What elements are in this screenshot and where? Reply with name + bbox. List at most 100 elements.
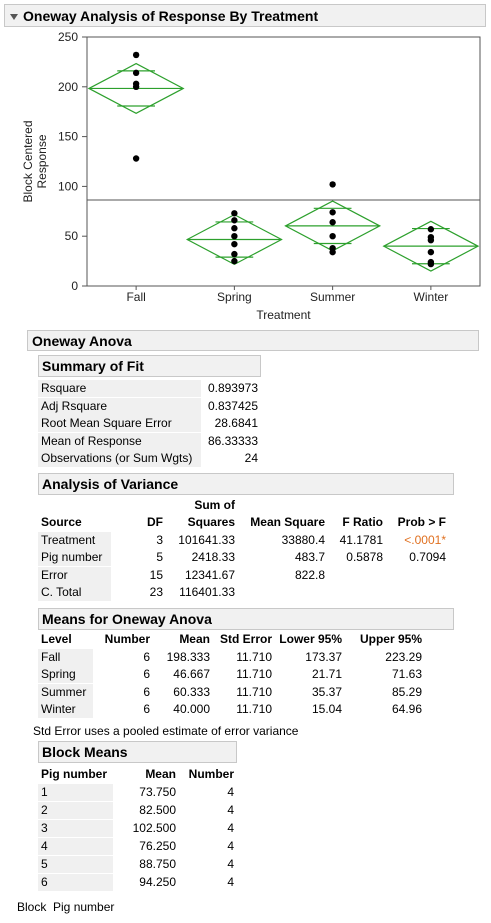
- std-error-note: Std Error uses a pooled estimate of erro…: [33, 724, 299, 738]
- data-point: [329, 219, 336, 226]
- x-axis-label: Treatment: [256, 308, 311, 322]
- data-point: [132, 51, 140, 59]
- y-tick-label: 250: [58, 30, 78, 44]
- aov-value: <.0001*: [404, 533, 446, 547]
- aov-column-header: F Ratio: [342, 515, 383, 529]
- means-value: 60.333: [173, 684, 210, 699]
- data-point: [329, 181, 336, 188]
- aov-source: Error: [38, 566, 111, 584]
- block-pig-number: 5: [38, 856, 113, 873]
- x-tick-label: Summer: [310, 290, 355, 304]
- means-value: 223.29: [385, 650, 422, 664]
- block-value: 4: [227, 803, 234, 817]
- aov-value: 0.7094: [409, 550, 446, 565]
- aov-value: 12341.67: [184, 567, 235, 582]
- means-value: 15.04: [311, 701, 342, 716]
- aov-value: 822.8: [294, 567, 325, 582]
- y-tick-label: 50: [65, 229, 79, 243]
- aov-value: 5: [156, 550, 163, 565]
- means-value: 6: [143, 650, 150, 664]
- data-point: [427, 236, 435, 244]
- oneway-analysis-header[interactable]: Oneway Analysis of Response By Treatment: [4, 4, 486, 27]
- oneway-anova-title: Oneway Anova: [32, 333, 132, 349]
- means-value: 11.710: [236, 684, 272, 699]
- data-point: [231, 233, 238, 240]
- data-point: [427, 260, 435, 268]
- aov-source: C. Total: [38, 583, 111, 601]
- block-value: 4: [227, 875, 234, 889]
- oneway-chart: 0 50 100 150 200 250 Fall Spring Summer Winter Tre…: [21, 30, 481, 322]
- aov-source: Pig number: [38, 549, 111, 567]
- summary-value: 86.33333: [207, 433, 258, 448]
- summary-label: Mean of Response: [38, 432, 201, 450]
- aov-header-top: Sum of: [194, 498, 235, 512]
- means-value: 40.000: [173, 701, 210, 716]
- means-level: Winter: [38, 700, 93, 718]
- means-column-header: Lower 95%: [279, 632, 342, 646]
- means-value: 35.37: [311, 684, 342, 699]
- aov-value: 483.7: [294, 550, 325, 565]
- data-point: [231, 240, 238, 248]
- means-value: 6: [143, 667, 150, 682]
- block-value: 4: [227, 785, 234, 799]
- block-pig-number: 3: [38, 820, 113, 837]
- summary-label: Adj Rsquare: [38, 397, 201, 415]
- data-point: [427, 248, 435, 256]
- block-value: 73.750: [139, 785, 176, 799]
- means-value: 11.710: [236, 667, 272, 682]
- data-point: [329, 248, 336, 256]
- means-header[interactable]: Means for Oneway Anova: [38, 608, 454, 630]
- aov-value: 15: [149, 567, 163, 582]
- y-tick-label: 200: [58, 80, 78, 94]
- block-pig-number: 4: [38, 838, 113, 855]
- means-level: Fall: [38, 649, 93, 666]
- summary-label: Observations (or Sum Wgts): [38, 450, 201, 467]
- block-column-header: Mean: [145, 767, 176, 781]
- summary-value: 24: [244, 451, 258, 465]
- disclosure-triangle-icon[interactable]: [10, 14, 18, 21]
- data-point: [132, 69, 140, 77]
- means-value: 6: [143, 701, 150, 716]
- block-column-header: Pig number: [41, 767, 108, 781]
- summary-label: Root Mean Square Error: [38, 415, 201, 432]
- aov-column-header: DF: [147, 515, 163, 529]
- means-value: 11.710: [236, 701, 272, 716]
- data-point: [427, 226, 435, 233]
- aov-value: 33880.4: [281, 533, 325, 547]
- summary-label: Rsquare: [38, 380, 201, 397]
- means-level: Spring: [38, 666, 93, 684]
- block-value: 76.250: [139, 839, 176, 853]
- analysis-of-variance-header[interactable]: Analysis of Variance: [38, 473, 454, 495]
- oneway-anova-header[interactable]: Oneway Anova: [27, 330, 479, 351]
- block-pig-number: 2: [38, 802, 113, 819]
- plot-title: Oneway Analysis of Response By Treatment: [23, 8, 319, 24]
- data-point: [132, 83, 140, 90]
- y-tick-label: 0: [71, 279, 78, 293]
- aov-value: 101641.33: [178, 533, 235, 547]
- block-value: 4: [227, 821, 234, 835]
- summary-value: 28.6841: [214, 416, 258, 430]
- means-value: 6: [143, 684, 150, 699]
- data-point: [231, 250, 238, 258]
- means-value: 173.37: [305, 650, 342, 664]
- aov-value: 41.1781: [339, 533, 383, 547]
- means-level: Summer: [38, 683, 93, 701]
- data-point: [231, 257, 238, 265]
- block-means-header[interactable]: Block Means: [38, 741, 237, 763]
- block-pig-number: 1: [38, 784, 113, 801]
- x-tick-label: Spring: [217, 290, 252, 304]
- analysis-of-variance-title: Analysis of Variance: [42, 476, 179, 492]
- aov-value: 116401.33: [179, 584, 235, 599]
- data-point: [231, 225, 238, 232]
- block-means-title: Block Means: [42, 744, 128, 760]
- y-axis-label-line2: Response: [35, 134, 49, 188]
- data-point: [329, 233, 336, 240]
- aov-column-header: Squares: [187, 515, 235, 529]
- aov-value: 23: [149, 584, 163, 599]
- summary-of-fit-header[interactable]: Summary of Fit: [38, 355, 261, 377]
- aov-column-header: Prob > F: [397, 515, 446, 529]
- means-column-header: Upper 95%: [359, 632, 422, 646]
- aov-column-header: Mean Square: [250, 515, 325, 529]
- summary-value: 0.893973: [207, 381, 258, 395]
- data-point: [231, 210, 238, 217]
